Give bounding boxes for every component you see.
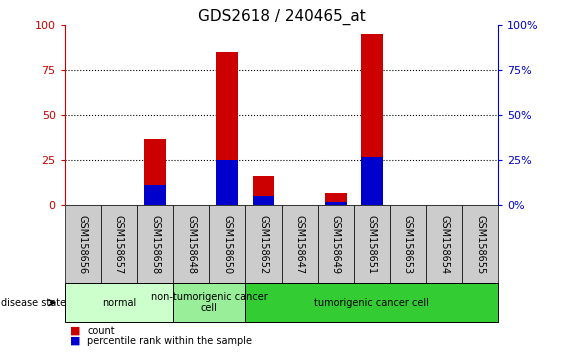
Text: normal: normal (102, 298, 136, 308)
Bar (462, 205, 498, 283)
Text: disease state: disease state (1, 298, 66, 308)
Text: GSM158653: GSM158653 (403, 215, 413, 274)
Text: GDS2618 / 240465_at: GDS2618 / 240465_at (198, 9, 365, 25)
Text: GSM158651: GSM158651 (367, 215, 377, 274)
Bar (361, 34, 383, 205)
Bar (361, 156, 383, 205)
Text: GSM158648: GSM158648 (186, 215, 196, 274)
Bar (216, 160, 238, 205)
Text: GSM158654: GSM158654 (439, 215, 449, 274)
Text: count: count (87, 326, 115, 336)
Bar (65, 205, 101, 283)
Bar (253, 176, 274, 205)
Text: GSM158647: GSM158647 (294, 215, 305, 274)
Text: GSM158655: GSM158655 (475, 215, 485, 274)
Text: percentile rank within the sample: percentile rank within the sample (87, 336, 252, 346)
Text: GSM158656: GSM158656 (78, 215, 88, 274)
Bar (318, 205, 354, 283)
Bar (144, 185, 166, 205)
Bar (101, 205, 137, 283)
Bar (137, 205, 173, 283)
Bar (173, 205, 209, 283)
Bar (216, 52, 238, 205)
Text: GSM158652: GSM158652 (258, 215, 269, 274)
Bar (390, 205, 426, 283)
Bar (325, 193, 347, 205)
Text: GSM158649: GSM158649 (330, 215, 341, 274)
Bar (144, 138, 166, 205)
Bar (426, 205, 462, 283)
Bar (325, 202, 347, 205)
Bar (354, 205, 390, 283)
Text: GSM158657: GSM158657 (114, 215, 124, 274)
Bar (65, 283, 173, 322)
Bar (282, 205, 318, 283)
Bar (245, 283, 498, 322)
Bar (173, 283, 245, 322)
Bar (253, 196, 274, 205)
Text: ■: ■ (70, 336, 81, 346)
Text: GSM158658: GSM158658 (150, 215, 160, 274)
Text: non-tumorigenic cancer
cell: non-tumorigenic cancer cell (151, 292, 267, 314)
Text: ■: ■ (70, 326, 81, 336)
Text: tumorigenic cancer cell: tumorigenic cancer cell (314, 298, 429, 308)
Bar (245, 205, 282, 283)
Text: GSM158650: GSM158650 (222, 215, 233, 274)
Bar (209, 205, 245, 283)
